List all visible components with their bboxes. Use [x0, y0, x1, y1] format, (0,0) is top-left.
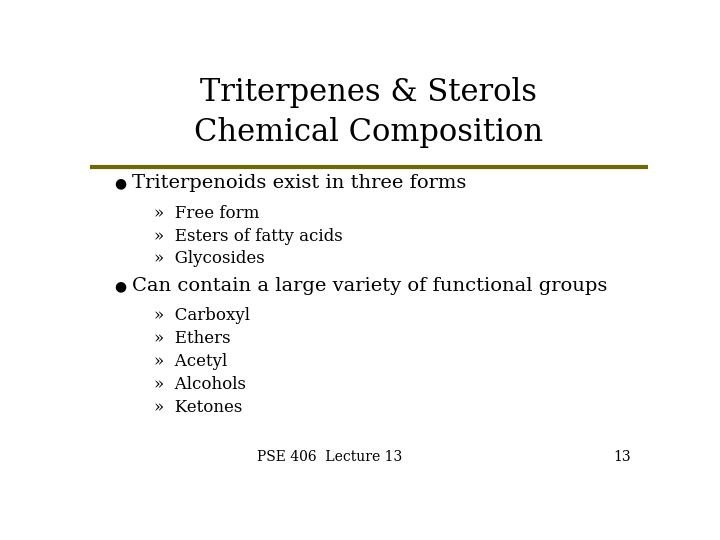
Text: ●: ●	[114, 279, 127, 293]
Text: »  Ketones: » Ketones	[154, 399, 243, 416]
Text: »  Glycosides: » Glycosides	[154, 251, 265, 267]
Text: »  Esters of fatty acids: » Esters of fatty acids	[154, 227, 343, 245]
Text: »  Ethers: » Ethers	[154, 330, 231, 347]
Text: ●: ●	[114, 176, 127, 190]
Text: »  Acetyl: » Acetyl	[154, 353, 228, 370]
Text: PSE 406  Lecture 13: PSE 406 Lecture 13	[257, 450, 402, 464]
Text: »  Carboxyl: » Carboxyl	[154, 307, 250, 325]
Text: Triterpenes & Sterols
Chemical Composition: Triterpenes & Sterols Chemical Compositi…	[194, 77, 544, 147]
Text: Triterpenoids exist in three forms: Triterpenoids exist in three forms	[132, 174, 467, 192]
Text: »  Free form: » Free form	[154, 205, 259, 222]
Text: »  Alcohols: » Alcohols	[154, 376, 246, 393]
Text: 13: 13	[613, 450, 631, 464]
Text: Can contain a large variety of functional groups: Can contain a large variety of functiona…	[132, 277, 607, 295]
